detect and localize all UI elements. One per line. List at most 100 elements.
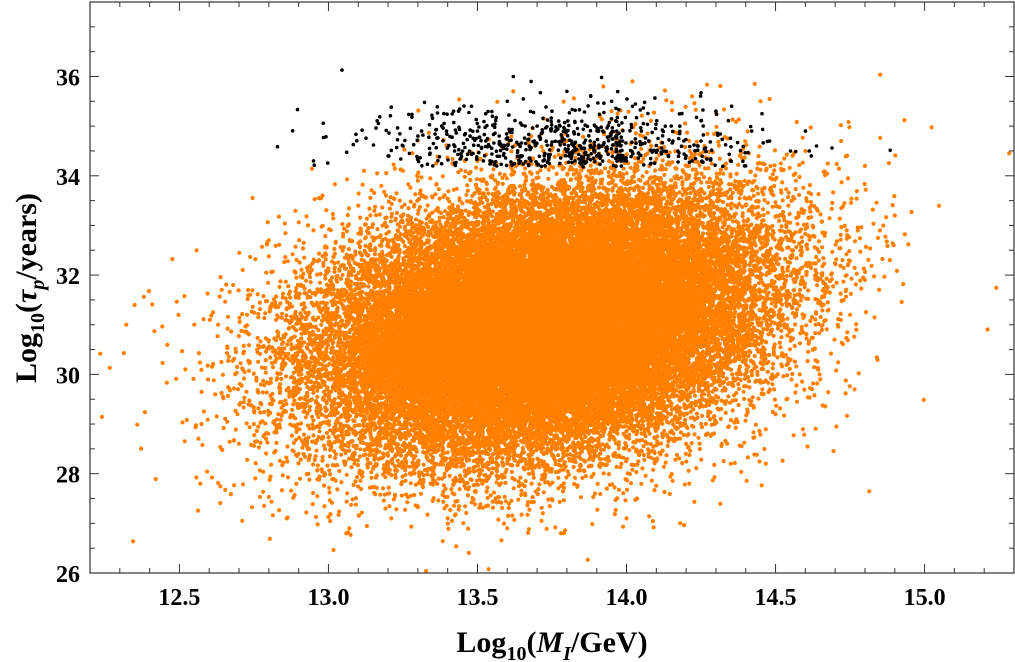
data-point bbox=[270, 365, 276, 370]
data-point bbox=[279, 488, 285, 493]
data-point bbox=[194, 248, 199, 253]
data-point bbox=[582, 469, 587, 474]
data-point bbox=[315, 388, 320, 393]
data-point bbox=[857, 236, 863, 241]
data-point bbox=[473, 165, 479, 170]
data-point bbox=[819, 327, 825, 333]
data-point bbox=[479, 167, 484, 172]
data-point bbox=[516, 497, 521, 502]
data-point bbox=[290, 407, 295, 412]
data-point bbox=[619, 461, 624, 466]
data-point bbox=[223, 299, 228, 304]
data-point bbox=[274, 417, 279, 422]
data-point bbox=[718, 501, 723, 506]
data-point bbox=[244, 389, 249, 394]
data-point bbox=[279, 376, 284, 382]
data-point bbox=[838, 237, 843, 242]
data-point bbox=[820, 308, 825, 313]
data-point bbox=[581, 134, 586, 139]
data-point bbox=[613, 507, 618, 513]
data-point bbox=[273, 243, 278, 248]
data-point bbox=[763, 461, 768, 466]
data-point bbox=[448, 507, 453, 513]
data-point bbox=[868, 246, 873, 251]
data-point bbox=[345, 213, 350, 218]
data-point bbox=[218, 275, 223, 280]
data-point bbox=[641, 444, 646, 449]
data-point bbox=[726, 394, 731, 399]
data-point bbox=[405, 500, 410, 505]
data-point bbox=[307, 288, 312, 293]
data-point bbox=[205, 363, 210, 368]
data-point bbox=[772, 163, 777, 168]
data-point bbox=[530, 495, 535, 500]
data-point bbox=[624, 152, 629, 157]
data-point bbox=[866, 257, 871, 262]
data-point bbox=[753, 173, 758, 178]
data-point bbox=[821, 256, 826, 261]
data-point bbox=[640, 466, 645, 471]
data-point bbox=[253, 476, 258, 481]
data-point bbox=[340, 272, 345, 277]
data-point bbox=[331, 216, 336, 221]
data-point bbox=[519, 488, 524, 493]
data-point bbox=[349, 465, 354, 470]
data-point bbox=[684, 130, 690, 135]
data-point bbox=[853, 282, 858, 287]
data-point bbox=[606, 170, 611, 175]
data-point bbox=[320, 458, 325, 463]
data-point bbox=[718, 83, 723, 89]
data-point bbox=[211, 362, 216, 367]
data-point bbox=[244, 421, 249, 426]
data-point bbox=[261, 489, 266, 494]
data-point bbox=[695, 411, 700, 416]
data-point bbox=[277, 508, 282, 513]
data-point bbox=[219, 390, 224, 396]
data-point bbox=[322, 504, 327, 509]
data-point bbox=[541, 490, 546, 495]
data-point bbox=[205, 377, 211, 382]
data-point bbox=[813, 331, 818, 336]
data-point bbox=[419, 175, 424, 180]
data-point bbox=[751, 193, 756, 198]
data-point bbox=[501, 521, 507, 526]
data-point bbox=[107, 365, 112, 370]
data-point bbox=[794, 245, 799, 250]
data-point bbox=[639, 481, 644, 486]
data-point bbox=[262, 410, 267, 415]
data-point bbox=[196, 508, 201, 513]
data-point bbox=[303, 415, 308, 420]
data-point bbox=[223, 487, 228, 492]
data-point bbox=[182, 439, 187, 444]
data-point bbox=[353, 502, 358, 507]
data-point bbox=[327, 468, 332, 473]
data-point bbox=[929, 125, 934, 130]
data-point bbox=[403, 507, 408, 512]
data-point bbox=[421, 462, 426, 467]
data-point bbox=[602, 166, 608, 171]
data-point bbox=[256, 445, 261, 450]
data-point bbox=[848, 200, 854, 205]
data-point bbox=[863, 187, 868, 192]
data-point bbox=[849, 276, 854, 281]
data-point bbox=[650, 519, 656, 524]
data-point bbox=[697, 446, 702, 452]
data-point bbox=[457, 487, 462, 492]
data-point bbox=[256, 359, 261, 364]
data-point bbox=[380, 486, 386, 491]
data-point bbox=[745, 455, 751, 460]
series-orange-points bbox=[98, 72, 1012, 574]
data-point bbox=[486, 567, 491, 572]
data-point bbox=[373, 204, 378, 209]
data-point bbox=[804, 323, 809, 328]
data-point bbox=[389, 516, 394, 521]
data-point bbox=[153, 476, 158, 482]
data-point bbox=[309, 414, 314, 419]
data-point bbox=[756, 154, 761, 159]
data-point bbox=[355, 458, 360, 463]
data-point bbox=[777, 218, 782, 223]
data-point bbox=[683, 121, 688, 126]
data-point bbox=[884, 239, 889, 244]
data-point bbox=[604, 486, 609, 491]
